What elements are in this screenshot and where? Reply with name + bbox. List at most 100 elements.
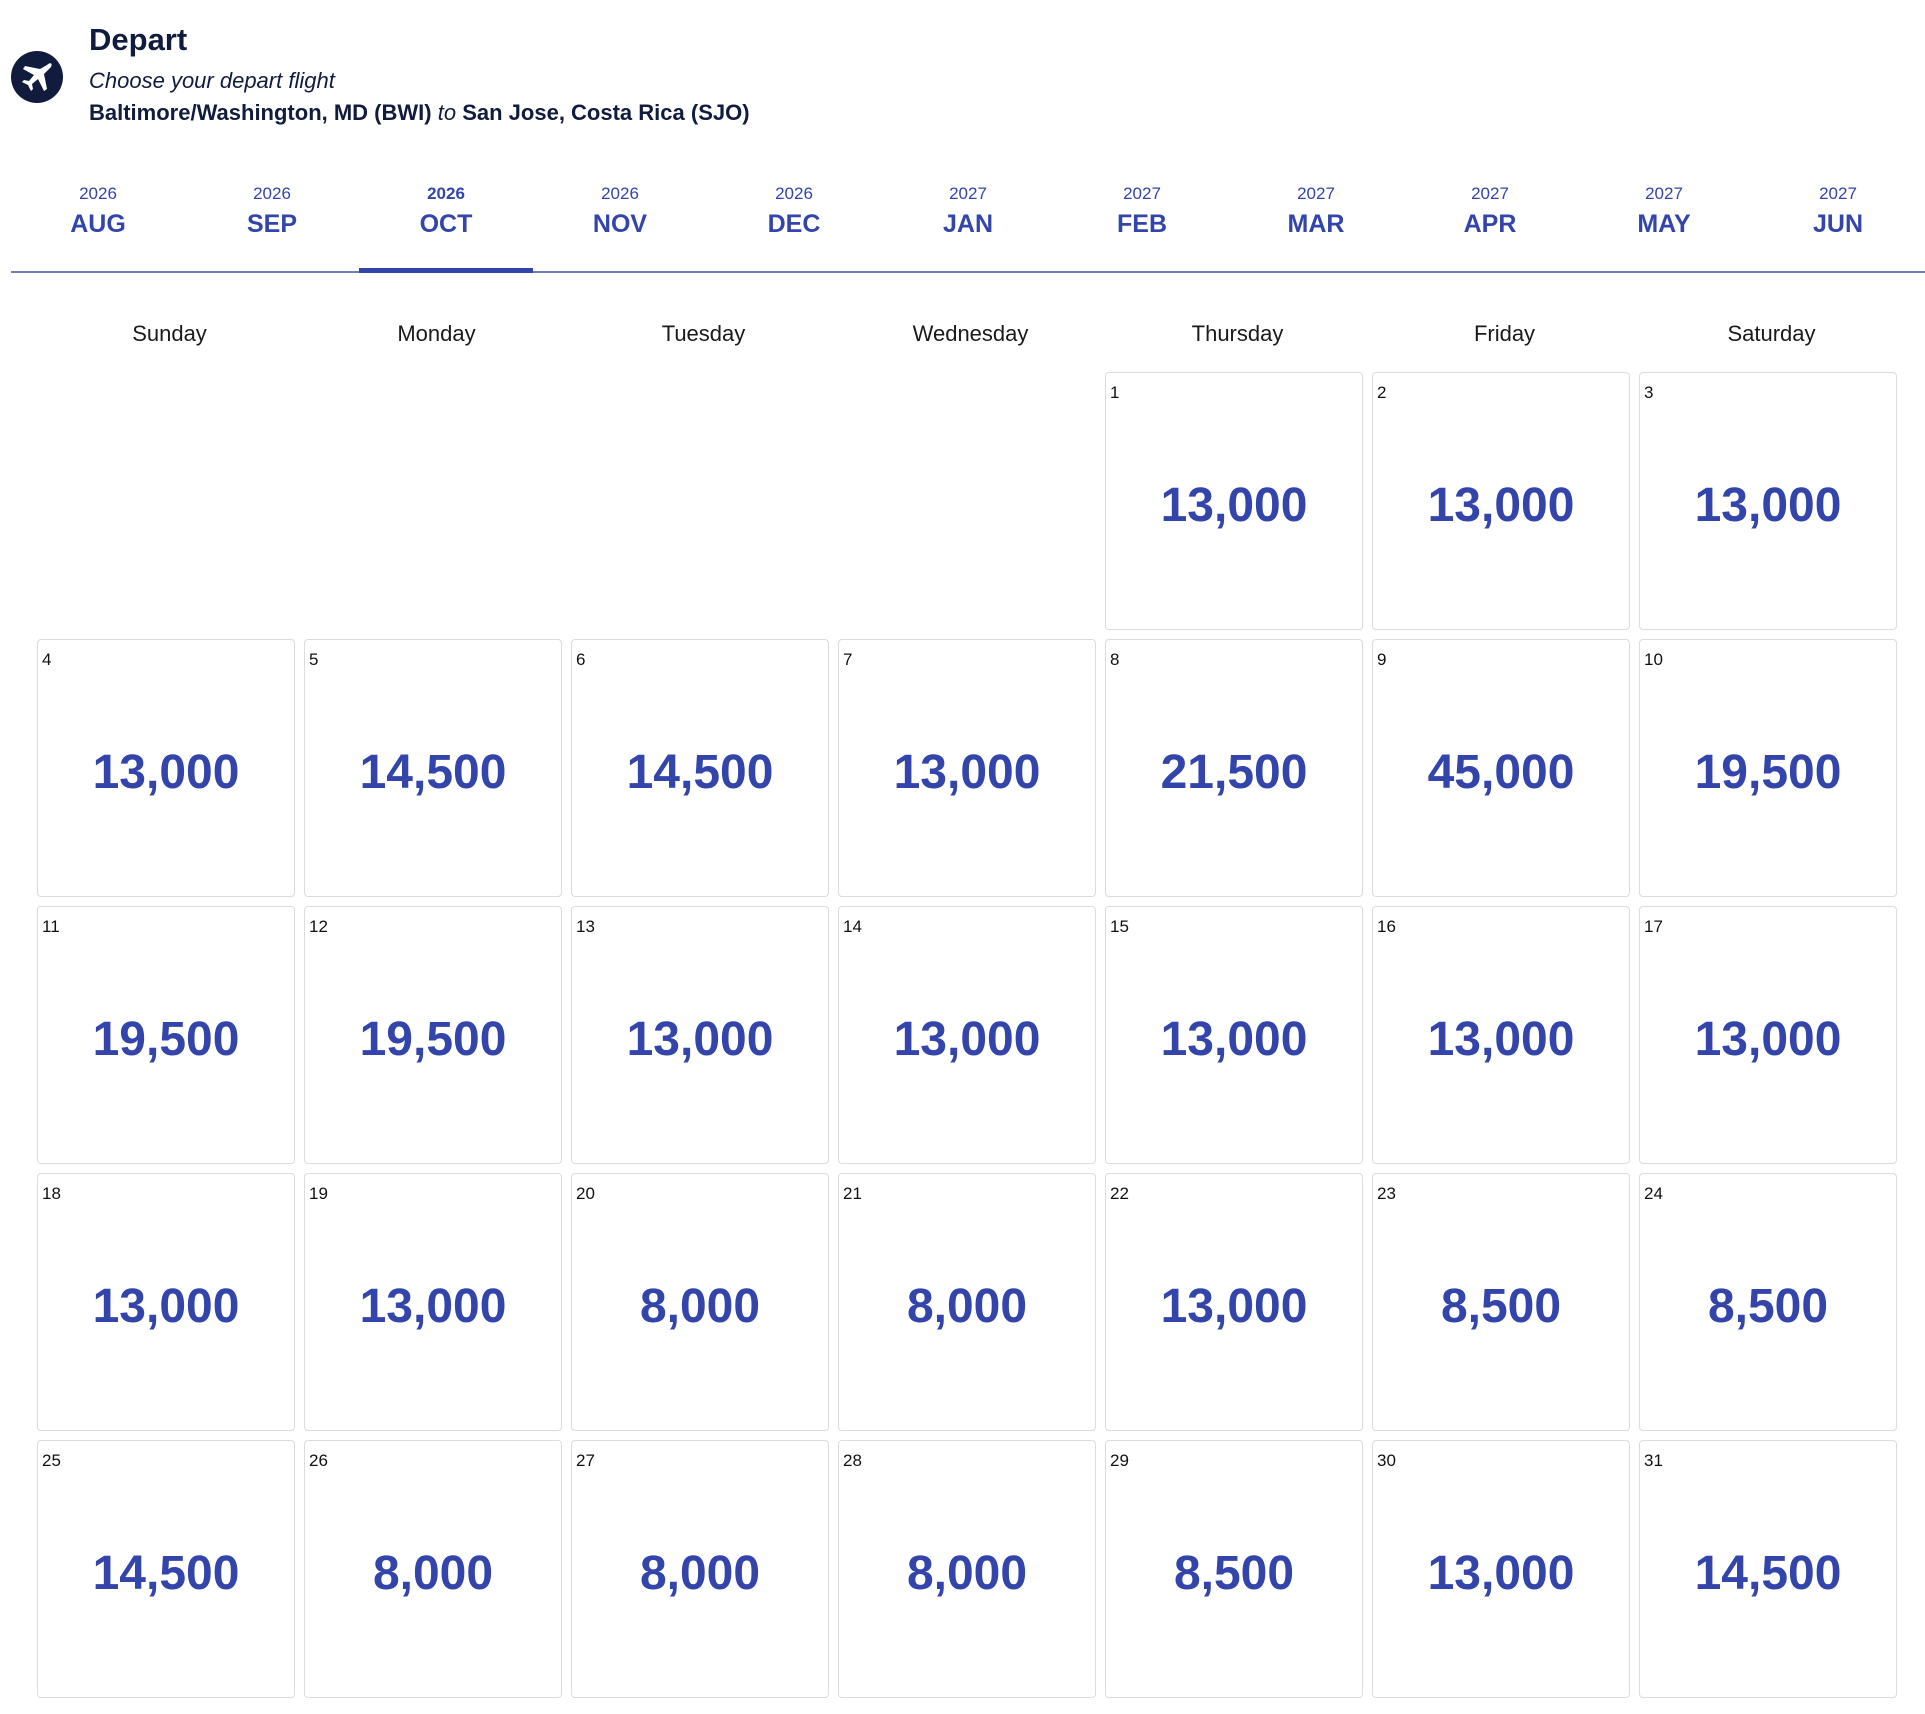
tab-month: JUN [1812,210,1863,238]
month-tab[interactable]: 2027 MAY [1577,184,1751,239]
weekday-label: Monday [397,321,476,346]
day-cell[interactable]: 15 13,000 [1105,906,1363,1164]
tab-month: SEP [246,210,298,238]
fare-points: 8,500 [1173,1547,1295,1600]
weekday-label: Thursday [1191,321,1284,346]
fare-points: 13,000 [1694,1013,1842,1066]
month-tab[interactable]: 2027 JUN [1751,184,1925,239]
day-cell[interactable]: 23 8,500 [1372,1173,1630,1431]
title: Depart [89,22,188,57]
day-number: 27 [576,1451,595,1470]
fare-points: 14,500 [1694,1547,1842,1600]
month-tab[interactable]: 2026 NOV [533,184,707,239]
day-cell[interactable]: 27 8,000 [571,1440,829,1698]
day-number: 6 [576,650,586,669]
destination: San Jose, Costa Rica (SJO) [462,100,750,125]
fare-points: 19,500 [92,1013,240,1066]
day-cell[interactable]: 24 8,500 [1639,1173,1897,1431]
day-number: 8 [1110,650,1120,669]
tab-year: 2027 [949,184,987,203]
tab-month: DEC [767,210,821,238]
weekday-label: Wednesday [912,321,1029,346]
day-cell[interactable]: 8 21,500 [1105,639,1363,897]
fare-points: 14,500 [92,1547,240,1600]
fare-points: 14,500 [626,746,774,799]
day-cell[interactable]: 21 8,000 [838,1173,1096,1431]
fare-points: 13,000 [626,1013,774,1066]
fare-points: 8,500 [1440,1280,1562,1333]
tab-year: 2026 [427,184,465,203]
day-cell[interactable]: 5 14,500 [304,639,562,897]
day-number: 26 [309,1451,328,1470]
day-cell[interactable]: 11 19,500 [37,906,295,1164]
tab-year: 2027 [1297,184,1335,203]
day-number: 30 [1377,1451,1396,1470]
month-tab[interactable]: 2027 MAR [1229,184,1403,239]
day-cell[interactable]: 22 13,000 [1105,1173,1363,1431]
day-cell[interactable]: 12 19,500 [304,906,562,1164]
day-cell[interactable]: 18 13,000 [37,1173,295,1431]
day-cell[interactable]: 14 13,000 [838,906,1096,1164]
day-number: 9 [1377,650,1387,669]
day-cell[interactable]: 1 13,000 [1105,372,1363,630]
day-number: 20 [576,1184,595,1203]
day-cell[interactable]: 3 13,000 [1639,372,1897,630]
day-number: 7 [843,650,853,669]
fare-points: 13,000 [1427,1547,1575,1600]
day-cell[interactable]: 17 13,000 [1639,906,1897,1164]
route: Baltimore/Washington, MD (BWI) to San Jo… [89,100,750,126]
day-number: 29 [1110,1451,1129,1470]
day-number: 23 [1377,1184,1396,1203]
day-number: 13 [576,917,595,936]
day-cell[interactable]: 29 8,500 [1105,1440,1363,1698]
day-cell[interactable]: 6 14,500 [571,639,829,897]
day-cell[interactable]: 26 8,000 [304,1440,562,1698]
month-tab[interactable]: 2027 FEB [1055,184,1229,239]
tab-month: APR [1463,210,1517,238]
day-cell[interactable]: 7 13,000 [838,639,1096,897]
tab-year: 2027 [1123,184,1161,203]
weekday-label: Sunday [132,321,207,346]
day-number: 22 [1110,1184,1129,1203]
fare-points: 19,500 [359,1013,507,1066]
month-tab[interactable]: 2026 SEP [185,184,359,239]
selected-indicator [359,268,533,273]
day-cell[interactable]: 28 8,000 [838,1440,1096,1698]
fare-points: 13,000 [92,1280,240,1333]
month-tab[interactable]: 2027 APR [1403,184,1577,239]
day-number: 1 [1110,383,1120,402]
tab-month: AUG [70,210,126,238]
fare-points: 13,000 [1160,1013,1308,1066]
day-number: 14 [843,917,862,936]
day-cell[interactable]: 20 8,000 [571,1173,829,1431]
day-number: 11 [42,917,60,936]
day-cell[interactable]: 19 13,000 [304,1173,562,1431]
fare-points: 21,500 [1160,746,1308,799]
tab-month: NOV [592,210,648,238]
tab-year: 2026 [79,184,117,203]
day-cell[interactable]: 30 13,000 [1372,1440,1630,1698]
day-cell[interactable]: 4 13,000 [37,639,295,897]
month-tab[interactable]: 2026 OCT [359,184,533,239]
weekday-label: Friday [1473,321,1536,346]
tab-year: 2027 [1471,184,1509,203]
day-number: 4 [42,650,52,669]
tab-year: 2027 [1819,184,1857,203]
day-cell[interactable]: 13 13,000 [571,906,829,1164]
month-tab[interactable]: 2026 AUG [11,184,185,239]
plane-glyph [22,63,52,91]
day-number: 16 [1377,917,1396,936]
tab-year: 2026 [775,184,813,203]
day-cell[interactable]: 9 45,000 [1372,639,1630,897]
fare-points: 14,500 [359,746,507,799]
day-number: 21 [843,1184,862,1203]
day-cell[interactable]: 16 13,000 [1372,906,1630,1164]
day-cell[interactable]: 10 19,500 [1639,639,1897,897]
month-tab[interactable]: 2027 JAN [881,184,1055,239]
day-cell[interactable]: 25 14,500 [37,1440,295,1698]
month-tab[interactable]: 2026 DEC [707,184,881,239]
tab-year: 2026 [253,184,291,203]
day-cell[interactable]: 31 14,500 [1639,1440,1897,1698]
day-cell[interactable]: 2 13,000 [1372,372,1630,630]
